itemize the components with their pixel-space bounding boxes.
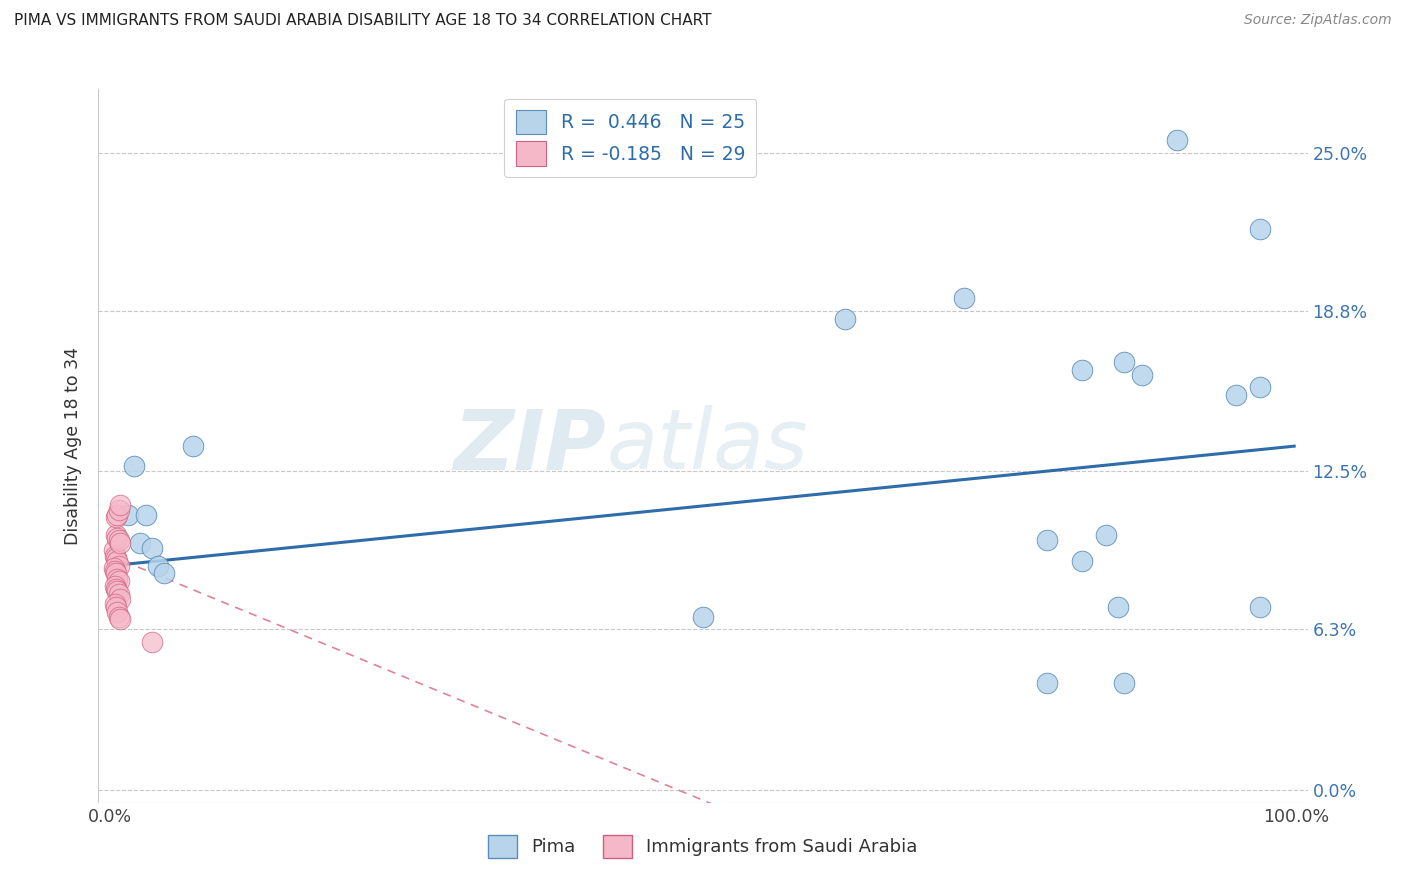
Point [105,554,128,568]
Point [834,311,856,326]
Y-axis label: Disability Age 18 to 34: Disability Age 18 to 34 [65,347,83,545]
Point [105,572,128,586]
Point [107,558,129,573]
Point [122,459,145,474]
Point [1095,528,1118,542]
Point [105,508,128,522]
Point [141,541,163,555]
Point [105,510,128,524]
Point [105,528,128,542]
Point [1130,368,1153,382]
Point [108,498,131,512]
Text: ZIP: ZIP [454,406,606,486]
Point [129,536,152,550]
Point [1112,676,1135,690]
Point [108,591,131,606]
Point [105,605,128,619]
Point [135,508,157,522]
Point [1249,599,1271,614]
Point [108,612,131,626]
Point [107,587,129,601]
Point [107,574,129,588]
Point [107,502,129,516]
Point [1071,362,1094,376]
Point [107,609,129,624]
Point [1036,676,1059,690]
Point [104,549,127,563]
Point [1225,388,1247,402]
Point [692,609,714,624]
Point [1112,355,1135,369]
Text: Source: ZipAtlas.com: Source: ZipAtlas.com [1244,13,1392,28]
Point [108,536,131,550]
Point [181,439,204,453]
Point [117,508,139,522]
Point [1166,133,1188,147]
Point [105,599,128,614]
Point [105,566,128,581]
Point [1036,533,1059,548]
Point [1107,599,1129,614]
Point [105,582,128,596]
Point [1249,380,1271,394]
Point [104,564,127,578]
Point [103,543,125,558]
Point [105,584,128,599]
Point [104,579,127,593]
Point [104,597,127,611]
Point [146,558,169,573]
Point [141,635,163,649]
Text: PIMA VS IMMIGRANTS FROM SAUDI ARABIA DISABILITY AGE 18 TO 34 CORRELATION CHART: PIMA VS IMMIGRANTS FROM SAUDI ARABIA DIS… [14,13,711,29]
Point [152,566,174,581]
Point [103,561,125,575]
Point [105,531,128,545]
Point [1249,222,1271,236]
Point [1071,554,1094,568]
Text: atlas: atlas [606,406,808,486]
Legend: Pima, Immigrants from Saudi Arabia: Pima, Immigrants from Saudi Arabia [481,828,925,865]
Point [952,291,974,305]
Point [107,533,129,548]
Point [105,551,128,566]
